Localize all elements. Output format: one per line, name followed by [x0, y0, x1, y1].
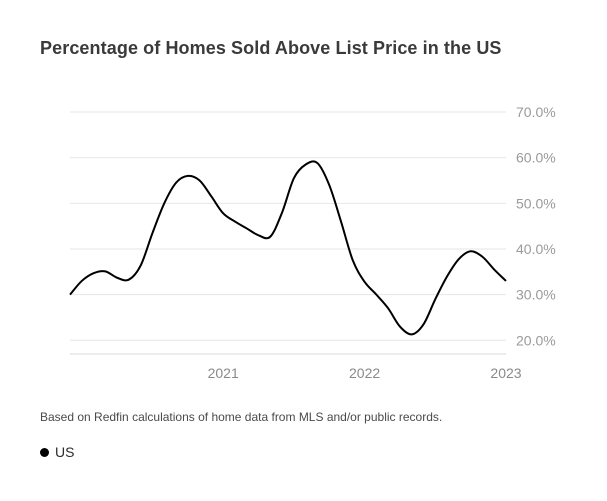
chart-title: Percentage of Homes Sold Above List Pric…	[40, 38, 502, 58]
source-note: Based on Redfin calculations of home dat…	[40, 410, 443, 424]
y-axis-ticks: 20.0% 30.0% 40.0% 50.0% 60.0% 70.0%	[516, 104, 556, 348]
x-tick-label: 2021	[208, 365, 239, 381]
y-tick-label: 70.0%	[516, 104, 556, 120]
legend: US	[40, 444, 74, 460]
legend-marker-us	[40, 447, 49, 457]
y-tick-label: 20.0%	[516, 332, 556, 348]
series-line-us	[69, 160, 507, 336]
y-tick-label: 60.0%	[516, 150, 556, 166]
grid-lines	[70, 111, 506, 355]
y-tick-label: 50.0%	[516, 195, 556, 211]
x-tick-label: 2023	[490, 365, 521, 381]
y-tick-label: 30.0%	[516, 287, 556, 303]
x-tick-label: 2022	[349, 365, 380, 381]
series-layer	[69, 160, 507, 336]
x-axis-ticks: 2021 2022 2023	[208, 365, 522, 381]
y-tick-label: 40.0%	[516, 241, 556, 257]
legend-label-us: US	[55, 444, 75, 460]
